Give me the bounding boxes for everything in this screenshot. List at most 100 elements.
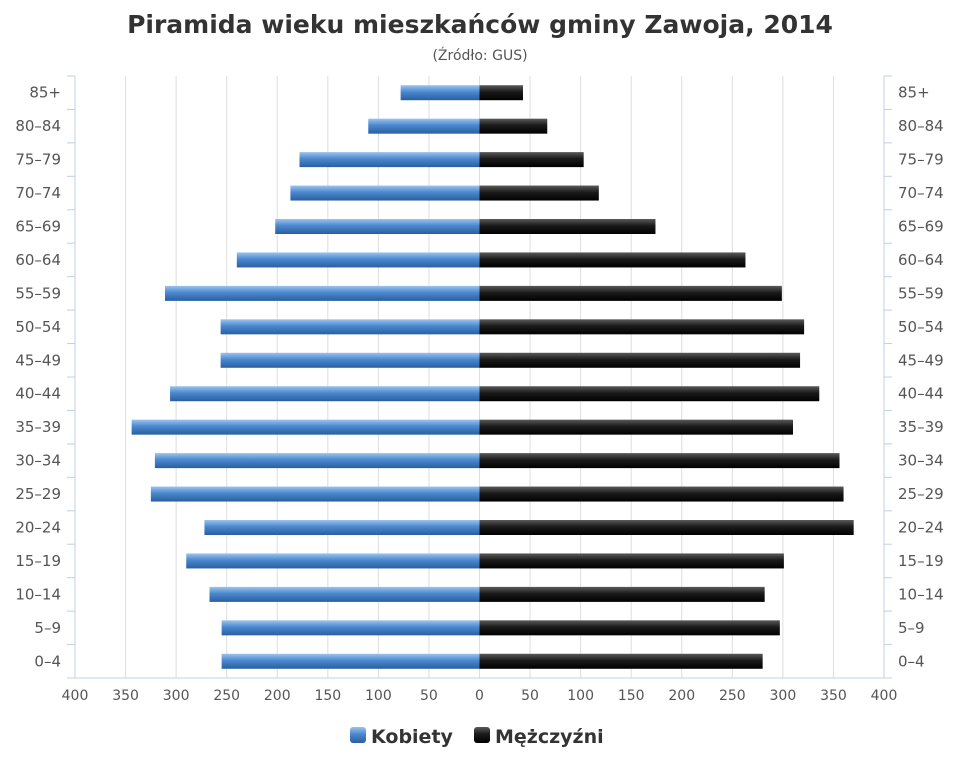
x-tick-label: 400 <box>871 688 898 704</box>
bar-mezczyzni <box>479 219 656 234</box>
category-label-left: 50–54 <box>15 318 61 336</box>
category-label-left: 35–39 <box>15 418 61 436</box>
category-label-left: 80–84 <box>15 117 61 135</box>
bar-mezczyzni <box>479 419 793 435</box>
category-label-right: 65–69 <box>898 218 944 236</box>
x-tick-label: 300 <box>770 688 797 704</box>
category-label-right: 30–34 <box>898 452 944 470</box>
category-label-right: 40–44 <box>898 385 944 403</box>
bar-mezczyzni <box>479 252 746 268</box>
x-tick-label: 150 <box>314 688 341 704</box>
bar-kobiety <box>204 520 480 535</box>
bar-kobiety <box>400 85 480 101</box>
bar-kobiety <box>186 553 480 569</box>
x-tick-label: 250 <box>213 688 240 704</box>
category-label-left: 55–59 <box>15 284 61 302</box>
bar-mezczyzni <box>479 486 844 502</box>
category-label-right: 5–9 <box>898 619 925 637</box>
bar-kobiety <box>131 419 480 435</box>
x-tick-labels: 400 350 300 250 200 150 100 50 0 50 100 150 200 250 30… <box>62 688 898 704</box>
x-tick-label: 150 <box>618 688 645 704</box>
category-label-right: 85+ <box>898 84 930 102</box>
category-label-right: 35–39 <box>898 418 944 436</box>
bar-kobiety <box>236 252 480 268</box>
category-label-right: 70–74 <box>898 184 944 202</box>
bar-mezczyzni <box>479 118 548 134</box>
x-tick-label: 100 <box>365 688 392 704</box>
category-label-right: 15–19 <box>898 552 944 570</box>
bar-kobiety <box>221 653 480 669</box>
x-tick-label: 350 <box>820 688 847 704</box>
category-labels-right: 85+ 80–84 75–79 70–74 65–69 60–64 55–59 50–54 45… <box>898 84 944 671</box>
bar-kobiety <box>209 586 480 602</box>
bar-kobiety <box>150 486 480 502</box>
category-label-right: 75–79 <box>898 151 944 169</box>
bar-kobiety <box>154 453 480 469</box>
category-label-left: 85+ <box>29 84 61 102</box>
category-label-right: 0–4 <box>898 652 925 670</box>
x-tick-label: 200 <box>264 688 291 704</box>
x-tick-label: 350 <box>112 688 139 704</box>
category-label-right: 55–59 <box>898 284 944 302</box>
x-tick-label: 300 <box>163 688 190 704</box>
x-tick-label: 250 <box>719 688 746 704</box>
category-label-right: 60–64 <box>898 251 944 269</box>
bar-mezczyzni <box>479 152 584 168</box>
bar-mezczyzni <box>479 520 854 535</box>
category-label-left: 45–49 <box>15 351 61 369</box>
bar-kobiety <box>275 219 480 234</box>
x-tick-label: 200 <box>668 688 695 704</box>
category-label-right: 80–84 <box>898 117 944 135</box>
category-label-left: 40–44 <box>15 385 61 403</box>
bar-mezczyzni <box>479 453 840 469</box>
bar-kobiety <box>220 352 480 368</box>
category-labels-left: 85+ 80–84 75–79 70–74 65–69 60–64 55–59 50–54 45… <box>15 84 61 671</box>
bar-mezczyzni <box>479 352 801 368</box>
bar-mezczyzni <box>479 386 820 402</box>
bar-kobiety <box>299 152 480 168</box>
category-label-right: 20–24 <box>898 519 944 537</box>
bar-kobiety <box>220 319 480 335</box>
legend-label-mezczyzni[interactable]: Mężczyźni <box>495 726 604 748</box>
category-label-right: 45–49 <box>898 351 944 369</box>
bar-mezczyzni <box>479 553 784 569</box>
x-tick-label: 400 <box>62 688 89 704</box>
x-tick-label: 0 <box>475 688 484 704</box>
legend-swatch-mezczyzni[interactable] <box>474 727 490 743</box>
category-label-left: 20–24 <box>15 519 61 537</box>
legend-swatch-kobiety[interactable] <box>350 727 366 743</box>
bar-mezczyzni <box>479 620 780 636</box>
bar-mezczyzni <box>479 285 782 301</box>
bar-mezczyzni <box>479 85 523 101</box>
category-label-left: 30–34 <box>15 452 61 470</box>
x-tick-label: 50 <box>420 688 438 704</box>
category-label-right: 10–14 <box>898 585 944 603</box>
category-label-right: 50–54 <box>898 318 944 336</box>
category-label-left: 5–9 <box>34 619 61 637</box>
category-label-left: 75–79 <box>15 151 61 169</box>
axis-lines <box>67 75 892 679</box>
bar-mezczyzni <box>479 185 599 201</box>
bar-mezczyzni <box>479 586 765 602</box>
chart-subtitle: (Źródło: GUS) <box>432 46 527 64</box>
category-label-left: 10–14 <box>15 585 61 603</box>
bar-mezczyzni <box>479 653 763 669</box>
bar-kobiety <box>221 620 480 636</box>
legend[interactable]: Kobiety Mężczyźni <box>350 726 604 748</box>
bar-kobiety <box>290 185 480 201</box>
bar-kobiety <box>170 386 480 402</box>
chart-title: Piramida wieku mieszkańców gminy Zawoja,… <box>127 10 833 39</box>
category-label-right: 25–29 <box>898 485 944 503</box>
x-tick-label: 50 <box>521 688 539 704</box>
bar-kobiety <box>368 118 480 134</box>
legend-label-kobiety[interactable]: Kobiety <box>371 726 454 748</box>
bar-mezczyzni <box>479 319 805 335</box>
x-tick-label: 100 <box>567 688 594 704</box>
bar-kobiety <box>165 285 480 301</box>
category-label-left: 0–4 <box>34 652 61 670</box>
category-label-left: 15–19 <box>15 552 61 570</box>
category-label-left: 65–69 <box>15 218 61 236</box>
category-label-left: 60–64 <box>15 251 61 269</box>
category-label-left: 70–74 <box>15 184 61 202</box>
